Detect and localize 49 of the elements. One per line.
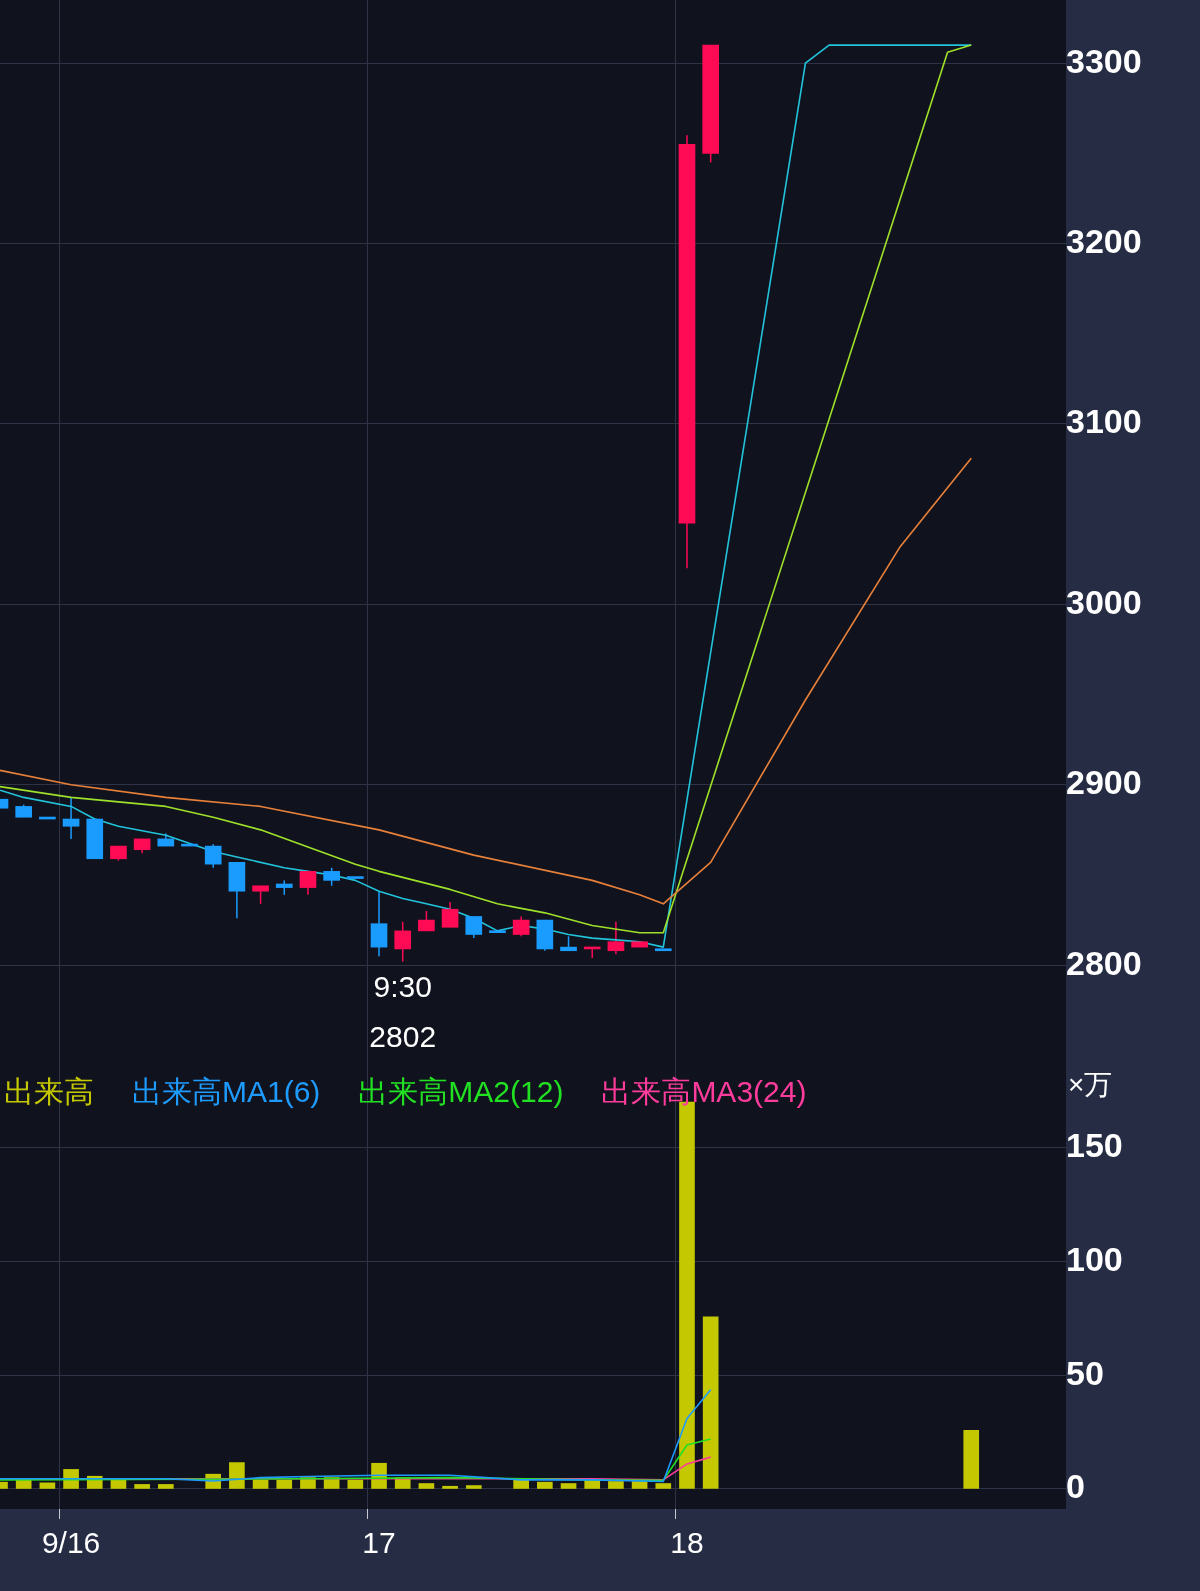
bar [157, 1484, 174, 1489]
bar [442, 1485, 458, 1489]
bar [513, 1479, 529, 1489]
candlestick [299, 870, 317, 896]
candlestick [394, 921, 412, 963]
candlestick [418, 910, 435, 932]
y-tick-label: 3000 [1066, 582, 1142, 621]
bar [465, 1485, 482, 1489]
annotation: 2802 [369, 1019, 437, 1053]
bar [963, 1429, 980, 1489]
y-tick-label: 3300 [1066, 41, 1142, 80]
y-tick-label: 2900 [1066, 763, 1142, 802]
bar [418, 1483, 435, 1489]
x-tick-label: 17 [362, 1526, 396, 1560]
candlestick [252, 885, 269, 905]
bar [584, 1479, 601, 1489]
bar [537, 1481, 553, 1489]
y-tick-label: 3100 [1066, 402, 1142, 441]
bar [229, 1462, 245, 1489]
candlestick [323, 867, 340, 887]
text: 出来高MA2(12) [358, 1075, 564, 1109]
bar [560, 1483, 577, 1489]
text: 出来高MA1(6) [132, 1075, 321, 1109]
bar [608, 1481, 624, 1489]
y-tick-label: 2800 [1066, 943, 1142, 982]
text: 出来高 [4, 1075, 94, 1109]
bar [276, 1479, 293, 1489]
candlestick [465, 915, 483, 939]
candlestick [62, 796, 80, 840]
candlestick [204, 843, 222, 869]
x-tick-label: 18 [670, 1526, 704, 1560]
x-tick-label: 9/16 [41, 1526, 101, 1560]
bar [39, 1482, 56, 1489]
bar [347, 1479, 364, 1489]
bar [655, 1483, 672, 1489]
y-tick-label: 150 [1066, 1126, 1123, 1165]
y-tick-label: 50 [1066, 1353, 1104, 1392]
bar [252, 1479, 269, 1489]
y-tick-label: 3200 [1066, 221, 1142, 260]
y-tick-label: 0 [1066, 1467, 1085, 1506]
y-tick-label: 100 [1066, 1239, 1123, 1278]
bar [134, 1484, 150, 1489]
candlestick [512, 915, 530, 938]
bar [702, 1316, 719, 1489]
text: 出来高MA3(24) [601, 1075, 807, 1109]
annotation: 9:30 [373, 969, 432, 1003]
candlestick [441, 901, 459, 929]
candlestick [607, 921, 625, 956]
y-axis-title: ×万 [1068, 1068, 1113, 1100]
